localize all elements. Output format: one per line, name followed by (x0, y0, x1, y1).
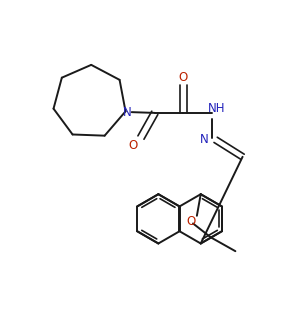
Text: O: O (186, 215, 195, 228)
Text: N: N (123, 107, 131, 119)
Text: O: O (128, 139, 138, 152)
Text: N: N (200, 133, 208, 146)
Text: NH: NH (208, 102, 225, 115)
Text: O: O (179, 71, 188, 84)
